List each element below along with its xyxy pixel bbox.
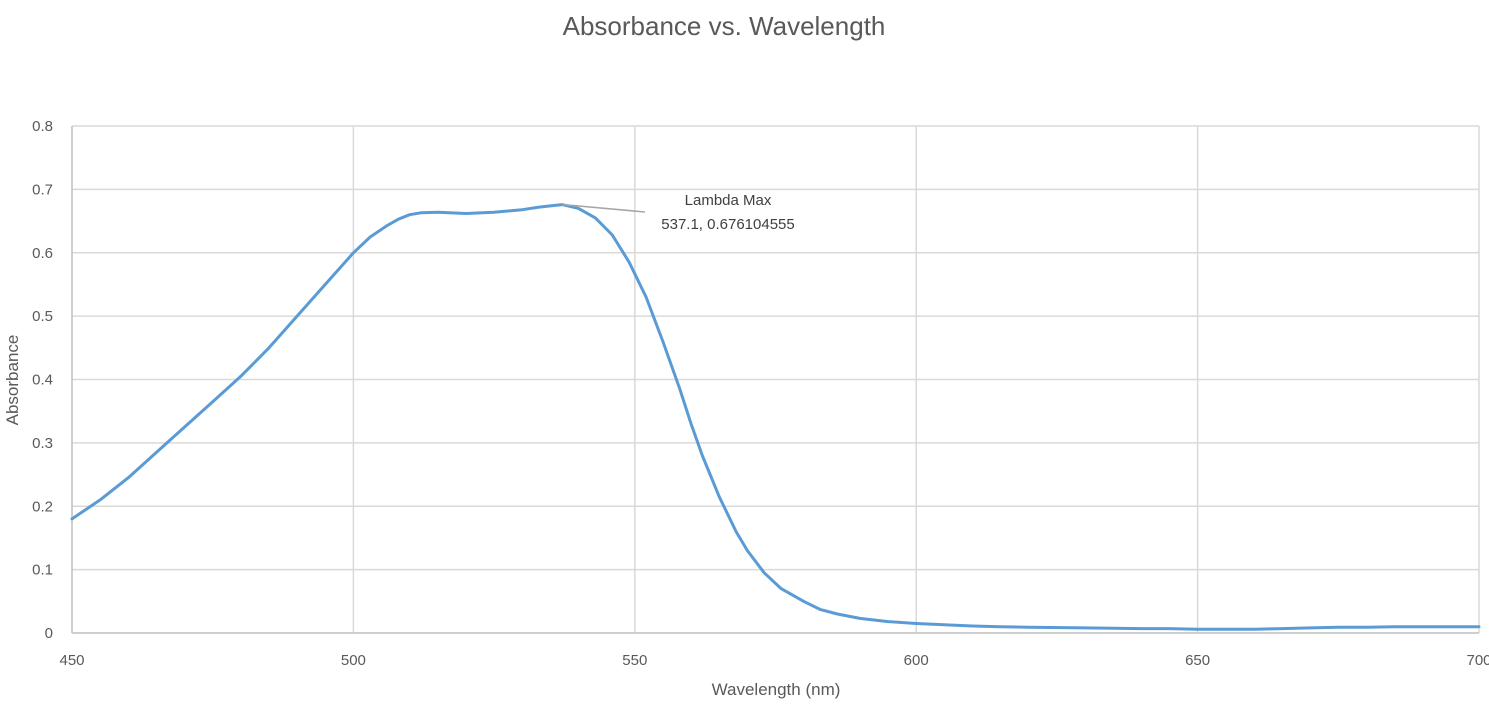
y-tick-label: 0.8 xyxy=(32,118,53,135)
y-tick-label: 0.4 xyxy=(32,372,53,389)
x-axis-title: Wavelength (nm) xyxy=(712,680,841,699)
absorbance-series-line xyxy=(70,203,1481,631)
x-tick-label: 650 xyxy=(1185,652,1210,669)
y-tick-label: 0.5 xyxy=(32,308,53,325)
annotation-label-value: 537.1, 0.676104555 xyxy=(661,216,794,233)
x-tick-label: 700 xyxy=(1466,652,1489,669)
y-axis-title: Absorbance xyxy=(3,335,22,426)
lambda-max-annotation: Lambda Max 537.1, 0.676104555 xyxy=(562,192,795,233)
data-series xyxy=(70,203,1481,631)
y-tick-label: 0.6 xyxy=(32,245,53,262)
y-tick-label: 0.2 xyxy=(32,498,53,515)
x-tick-label: 600 xyxy=(904,652,929,669)
x-tick-label: 450 xyxy=(59,652,84,669)
grid-lines xyxy=(72,125,1480,633)
tick-labels: 0 0.1 0.2 0.3 0.4 0.5 0.6 0.7 0.8 450 500 550 600 650… xyxy=(32,118,1489,669)
chart-title: Absorbance vs. Wavelength xyxy=(563,11,886,41)
x-tick-label: 500 xyxy=(341,652,366,669)
y-tick-label: 0.3 xyxy=(32,435,53,452)
axes xyxy=(71,126,1479,634)
x-tick-label: 550 xyxy=(622,652,647,669)
annotation-leader-line xyxy=(562,203,646,213)
annotation-label-title: Lambda Max xyxy=(685,192,772,209)
y-tick-label: 0.1 xyxy=(32,562,53,579)
y-tick-label: 0 xyxy=(45,625,53,642)
y-tick-label: 0.7 xyxy=(32,181,53,198)
